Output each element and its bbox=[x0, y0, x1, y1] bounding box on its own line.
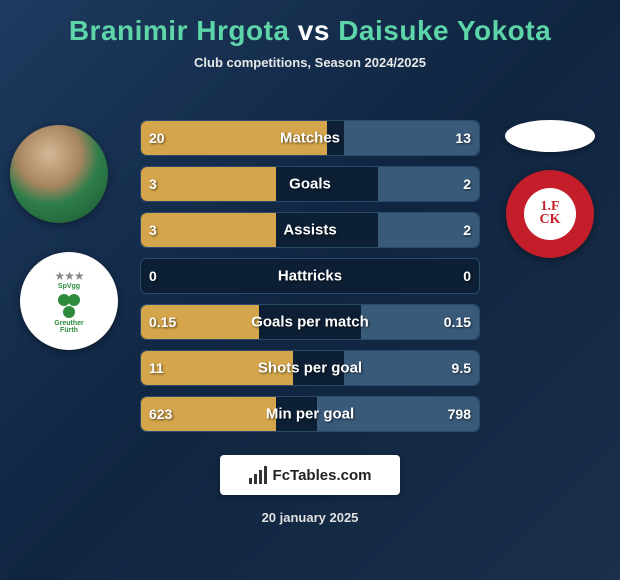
stat-value-left: 11 bbox=[149, 360, 164, 376]
stat-label: Matches bbox=[280, 130, 340, 147]
stat-bar-left bbox=[141, 167, 276, 201]
stat-label: Shots per goal bbox=[258, 360, 362, 377]
player1-name: Branimir Hrgota bbox=[69, 15, 290, 46]
stat-label: Assists bbox=[283, 222, 336, 239]
club2-oval-icon bbox=[505, 120, 595, 152]
footer-logo: FcTables.com bbox=[220, 455, 400, 495]
stat-row: 623 798 Min per goal bbox=[140, 396, 480, 432]
stat-row: 3 2 Assists bbox=[140, 212, 480, 248]
comparison-title: Branimir Hrgota vs Daisuke Yokota bbox=[0, 0, 620, 47]
vs-text: vs bbox=[298, 15, 330, 46]
stat-row: 20 13 Matches bbox=[140, 120, 480, 156]
stat-value-left: 3 bbox=[149, 176, 157, 192]
stat-row: 11 9.5 Shots per goal bbox=[140, 350, 480, 386]
stat-value-right: 2 bbox=[463, 222, 471, 238]
stat-value-left: 0.15 bbox=[149, 314, 176, 330]
stat-value-right: 798 bbox=[448, 406, 471, 422]
stat-value-right: 2 bbox=[463, 176, 471, 192]
player2-name: Daisuke Yokota bbox=[338, 15, 551, 46]
footer-logo-text: FcTables.com bbox=[273, 467, 372, 484]
player1-photo bbox=[10, 125, 108, 223]
stat-label: Goals per match bbox=[251, 314, 369, 331]
stat-label: Goals bbox=[289, 176, 331, 193]
stat-value-right: 0.15 bbox=[444, 314, 471, 330]
club1-stars-icon: ★★★ bbox=[54, 269, 84, 283]
footer-date: 20 january 2025 bbox=[262, 510, 359, 525]
club1-text-mid: Greuther bbox=[54, 320, 84, 327]
stat-label: Hattricks bbox=[278, 268, 342, 285]
stat-value-right: 0 bbox=[463, 268, 471, 284]
stat-row: 0.15 0.15 Goals per match bbox=[140, 304, 480, 340]
stat-value-left: 3 bbox=[149, 222, 157, 238]
club1-badge: ★★★ SpVgg Greuther Fürth bbox=[20, 252, 118, 350]
stat-row: 0 0 Hattricks bbox=[140, 258, 480, 294]
stat-value-left: 623 bbox=[149, 406, 172, 422]
stat-bar-left bbox=[141, 213, 276, 247]
club2-container: 1.FCK bbox=[500, 120, 600, 258]
club1-text-bottom: Fürth bbox=[54, 327, 84, 334]
stat-row: 3 2 Goals bbox=[140, 166, 480, 202]
stat-value-right: 9.5 bbox=[452, 360, 471, 376]
logo-bars-icon bbox=[249, 466, 267, 484]
subtitle: Club competitions, Season 2024/2025 bbox=[0, 55, 620, 70]
stat-label: Min per goal bbox=[266, 406, 354, 423]
stats-container: 20 13 Matches 3 2 Goals 3 2 Assists 0 0 Hattricks 0.… bbox=[140, 120, 480, 442]
clover-icon bbox=[56, 292, 82, 318]
club2-badge-text: 1.FCK bbox=[540, 201, 561, 226]
club2-badge-inner: 1.FCK bbox=[524, 188, 576, 240]
club2-badge: 1.FCK bbox=[506, 170, 594, 258]
stat-value-right: 13 bbox=[455, 130, 471, 146]
stat-value-left: 20 bbox=[149, 130, 165, 146]
stat-value-left: 0 bbox=[149, 268, 157, 284]
club1-badge-inner: ★★★ SpVgg Greuther Fürth bbox=[54, 269, 84, 334]
club1-text-top: SpVgg bbox=[54, 283, 84, 290]
